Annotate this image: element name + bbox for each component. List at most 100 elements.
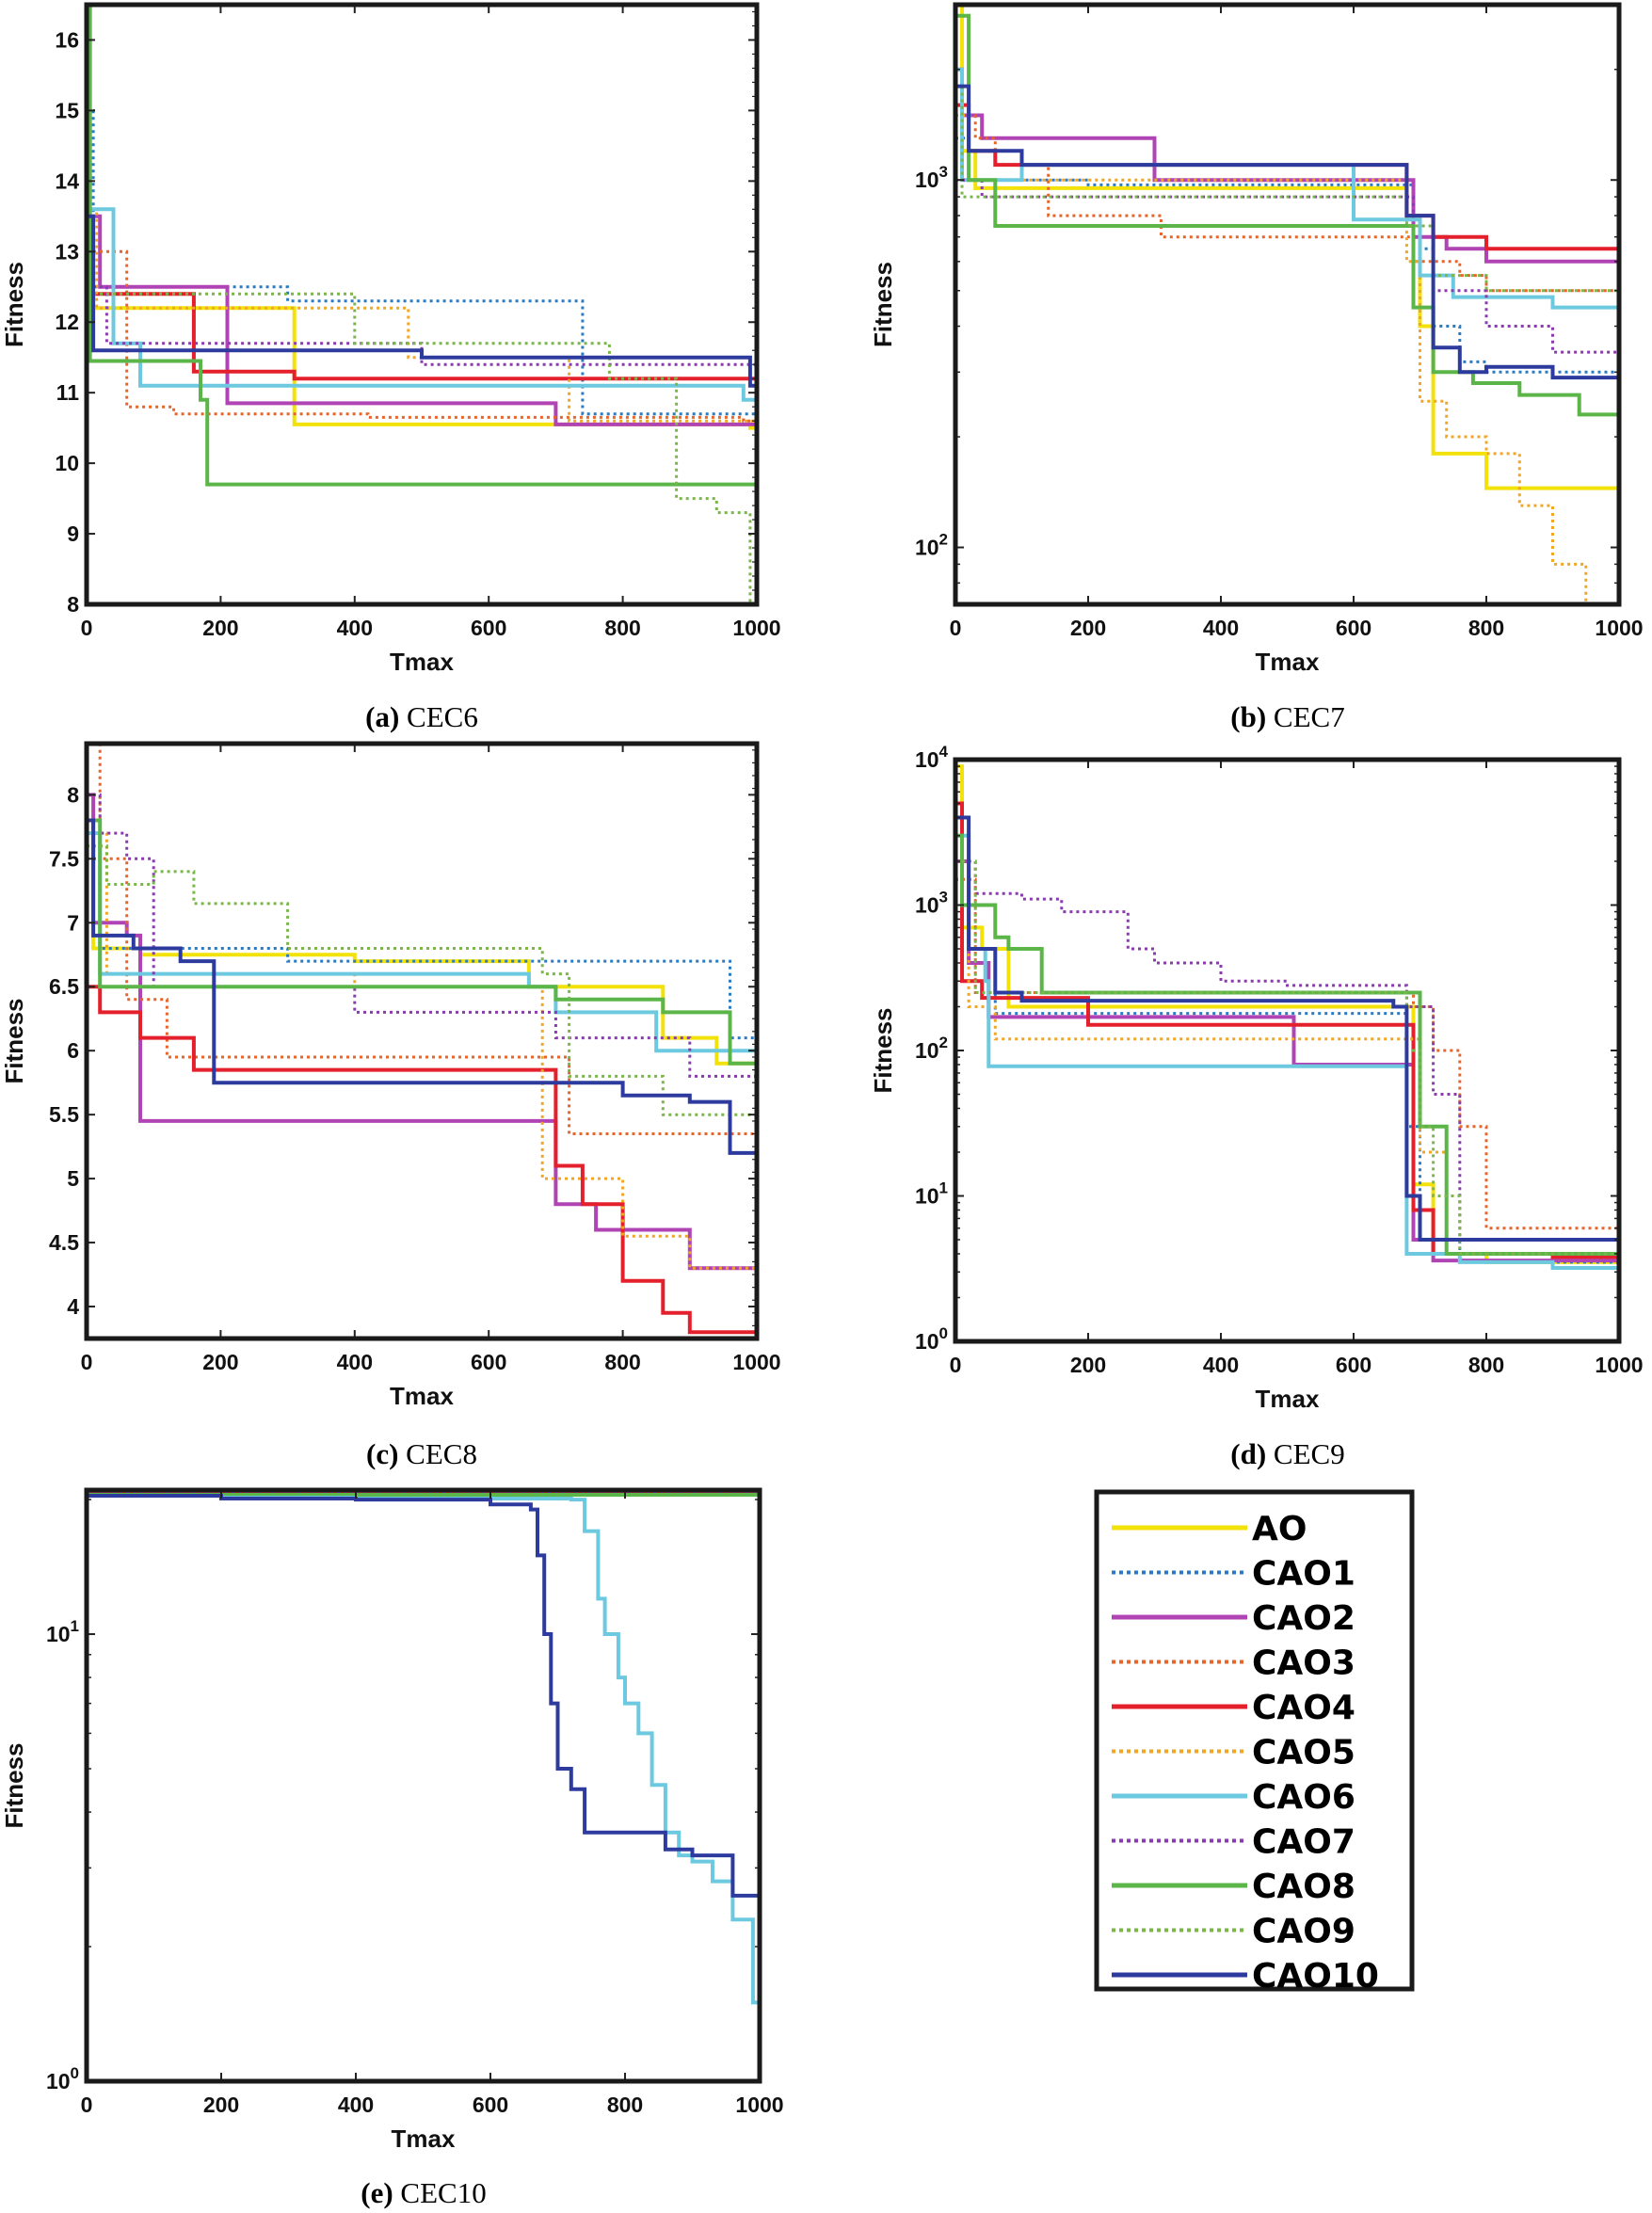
y-tick-label: 11: [56, 380, 80, 405]
chart-caption: (d) CEC9: [1230, 1437, 1344, 1470]
caption-text: CEC7: [1266, 700, 1345, 733]
legend-label-cao7: CAO7: [1252, 1823, 1355, 1862]
plot-frame: [84, 1487, 762, 2084]
x-tick-label: 0: [81, 616, 93, 640]
series-cao10-line: [955, 84, 1619, 390]
y-tick-label: 102: [915, 531, 948, 560]
plot-area: [955, 5, 1619, 604]
series-cao6-line: [955, 67, 1619, 315]
y-tick-label: 7: [67, 910, 79, 935]
series-cao8-line: [87, 5, 757, 487]
x-tick-label: 800: [604, 1350, 640, 1374]
legend-label-cao5: CAO5: [1252, 1734, 1355, 1772]
x-tick-label: 200: [1070, 616, 1106, 640]
series-cao10-line: [87, 1494, 760, 1920]
y-axis-label: Fitness: [0, 998, 28, 1083]
y-tick-label: 6: [67, 1038, 79, 1063]
x-axis-label: Tmax: [1256, 1385, 1320, 1413]
x-axis-label: Tmax: [1256, 648, 1320, 676]
x-tick-label: 1000: [1595, 616, 1643, 640]
plot-area: [87, 5, 757, 604]
y-tick-label: 5.5: [49, 1102, 79, 1127]
x-tick-label: 400: [1203, 616, 1239, 640]
caption-letter: (e): [361, 2176, 393, 2209]
legend-label-cao4: CAO4: [1252, 1689, 1355, 1727]
plot-frame: [84, 741, 760, 1341]
chart-cec9: 0 200 400 600 800 1000 100 101 102 103 104 Tmax Fitn…: [869, 743, 1644, 1470]
legend-label-cao9: CAO9: [1252, 1913, 1355, 1951]
x-tick-label: 800: [1468, 1353, 1504, 1377]
plot-frame: [953, 757, 1622, 1344]
y-tick-label: 5: [67, 1166, 79, 1191]
series-group: [87, 1492, 760, 2046]
x-tick-label: 400: [338, 2093, 374, 2117]
y-tick-label: 12: [55, 310, 79, 334]
chart-cec7: 0 200 400 600 800 1000 102 103 Tmax Fitness (b) CE…: [869, 2, 1644, 733]
x-tick-label: 0: [950, 616, 962, 640]
series-group: [87, 5, 757, 604]
y-tick-label: 14: [55, 168, 79, 193]
x-axis-label: Tmax: [390, 1382, 454, 1410]
x-axis-label: Tmax: [390, 648, 454, 676]
x-tick-label: 600: [1336, 1353, 1371, 1377]
x-tick-label: 200: [1070, 1353, 1106, 1377]
chart-caption: (b) CEC7: [1230, 700, 1344, 733]
x-axis-label: Tmax: [392, 2125, 456, 2153]
y-tick-label: 9: [67, 521, 79, 546]
series-cao2-line: [955, 67, 1619, 273]
legend-label-ao: AO: [1252, 1510, 1307, 1548]
series-cao3-line: [87, 744, 757, 1135]
chart-cec8: 0 200 400 600 800 1000 4 4.5 5 5.5 6 6.5 7 7.5 8 Tmax Fi…: [0, 741, 781, 1470]
plot-area: [87, 744, 757, 1339]
x-tick-label: 800: [604, 616, 640, 640]
series-cao10-line: [87, 214, 757, 388]
y-tick-label: 104: [915, 743, 949, 772]
x-tick-label: 600: [471, 616, 506, 640]
y-tick-label: 7.5: [49, 846, 79, 871]
y-tick-label: 4.5: [49, 1230, 79, 1255]
y-axis-label: Fitness: [869, 1007, 897, 1093]
y-tick-label: 101: [46, 1617, 79, 1646]
legend-label-cao1: CAO1: [1252, 1555, 1355, 1594]
x-tick-label: 200: [202, 1350, 238, 1374]
plot-frame: [84, 2, 760, 607]
caption-letter: (d): [1230, 1437, 1266, 1470]
x-tick-label: 200: [203, 2093, 239, 2117]
x-tick-label: 1000: [732, 616, 780, 640]
caption-text: CEC10: [393, 2176, 487, 2209]
y-tick-label: 13: [55, 239, 79, 264]
x-tick-label: 400: [1203, 1353, 1239, 1377]
caption-text: CEC9: [1266, 1437, 1345, 1470]
series-cao3-line: [87, 249, 757, 423]
legend-label-cao3: CAO3: [1252, 1644, 1355, 1683]
x-tick-label: 400: [337, 616, 373, 640]
y-tick-label: 16: [55, 27, 79, 52]
y-axis-label: Fitness: [0, 1742, 28, 1828]
plot-area: [955, 760, 1619, 1341]
chart-caption: (c) CEC8: [366, 1437, 477, 1470]
x-tick-label: 200: [202, 616, 238, 640]
series-cao2-line: [87, 793, 757, 1288]
y-tick-label: 15: [55, 98, 79, 122]
caption-letter: (a): [365, 700, 399, 733]
series-cao5-line: [955, 114, 1619, 604]
y-tick-label: 8: [67, 782, 79, 807]
caption-text: CEC6: [399, 700, 478, 733]
caption-letter: (c): [366, 1437, 398, 1470]
caption-letter: (b): [1230, 700, 1266, 733]
series-group: [87, 744, 757, 1335]
series-cao8-line: [87, 1493, 760, 1498]
series-cao9-line: [87, 844, 757, 1141]
legend-label-cao2: CAO2: [1252, 1599, 1355, 1638]
series-cao5-line: [87, 207, 757, 423]
x-tick-label: 1000: [1595, 1353, 1643, 1377]
series-group: [955, 5, 1619, 604]
x-tick-label: 800: [1468, 616, 1504, 640]
series-cao4-line: [87, 985, 757, 1335]
series-cao3-line: [955, 114, 1619, 297]
series-cao8-line: [87, 818, 757, 1066]
x-tick-label: 1000: [735, 2093, 783, 2117]
y-tick-label: 102: [915, 1034, 948, 1063]
chart-cec6: 0 200 400 600 800 1000 8 9 10 11 12 13 14 15 16 Tmax Fit…: [0, 2, 781, 733]
